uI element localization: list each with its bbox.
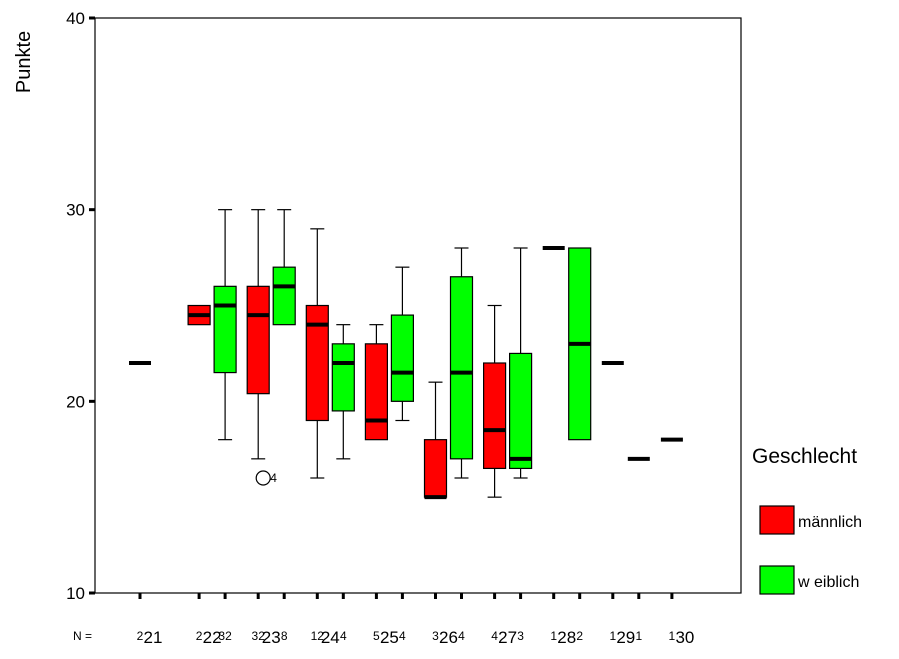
box [390,314,414,402]
y-axis-label: Punkte [13,31,35,93]
x-tick-label: 23 [262,628,281,647]
x-tick-label: 26 [439,628,458,647]
x-category-labels: 21 22 23 24 25 26 27 28 29 30 [144,628,695,647]
n-label: 2 [137,629,144,643]
n-row-label: N = [73,629,92,643]
n-label: 8 [281,629,288,643]
y-tick-label: 30 [66,201,85,220]
n-label: 32 [252,629,266,643]
x-tick-label: 22 [203,628,222,647]
box [213,285,237,374]
box [483,362,507,470]
box [272,266,296,326]
n-label: 1 [550,629,557,643]
x-tick-label: 24 [321,628,340,647]
y-tick-label: 20 [66,392,85,411]
y-axis-ticks: 10 20 30 40 [66,9,95,603]
n-count-labels: 2 2 32 12 5 3 4 1 1 132 8 4 4 4 3 2 1 [137,593,676,643]
n-label: 32 [218,629,232,643]
n-label: 4 [491,629,498,643]
box [364,343,388,441]
legend-label: männlich [798,514,862,531]
n-label: 4 [399,629,406,643]
box [423,439,448,498]
n-label: 1 [669,629,676,643]
n-label: 4 [458,629,465,643]
x-tick-label: 30 [675,628,694,647]
box [305,304,329,422]
n-label: 1 [609,629,616,643]
n-label: 2 [196,629,203,643]
box [246,285,270,395]
box-layer: 4 [129,209,683,500]
box [509,352,533,470]
x-tick-label: 29 [616,628,635,647]
legend-title: Geschlecht [752,445,857,468]
y-tick-label: 40 [66,9,85,28]
n-label: 3 [432,629,439,643]
n-label: 3 [517,629,524,643]
legend: Geschlecht männlich w eiblich [752,445,862,595]
box [331,343,355,412]
outlier-label: 4 [270,471,277,485]
x-tick-label: 25 [380,628,399,647]
y-tick-label: 10 [66,584,85,603]
n-label: 5 [373,629,380,643]
n-label: 4 [340,629,347,643]
x-tick-label: 28 [557,628,576,647]
x-tick-label: 21 [144,628,163,647]
outlier-point [255,470,271,486]
n-label: 1 [635,629,642,643]
plot-frame [94,17,742,594]
x-tick-label: 27 [498,628,517,647]
box [449,276,474,460]
legend-swatch [759,565,795,595]
n-label: 12 [311,629,325,643]
n-label: 2 [576,629,583,643]
legend-swatch [759,505,795,535]
legend-label: w eiblich [797,574,859,591]
